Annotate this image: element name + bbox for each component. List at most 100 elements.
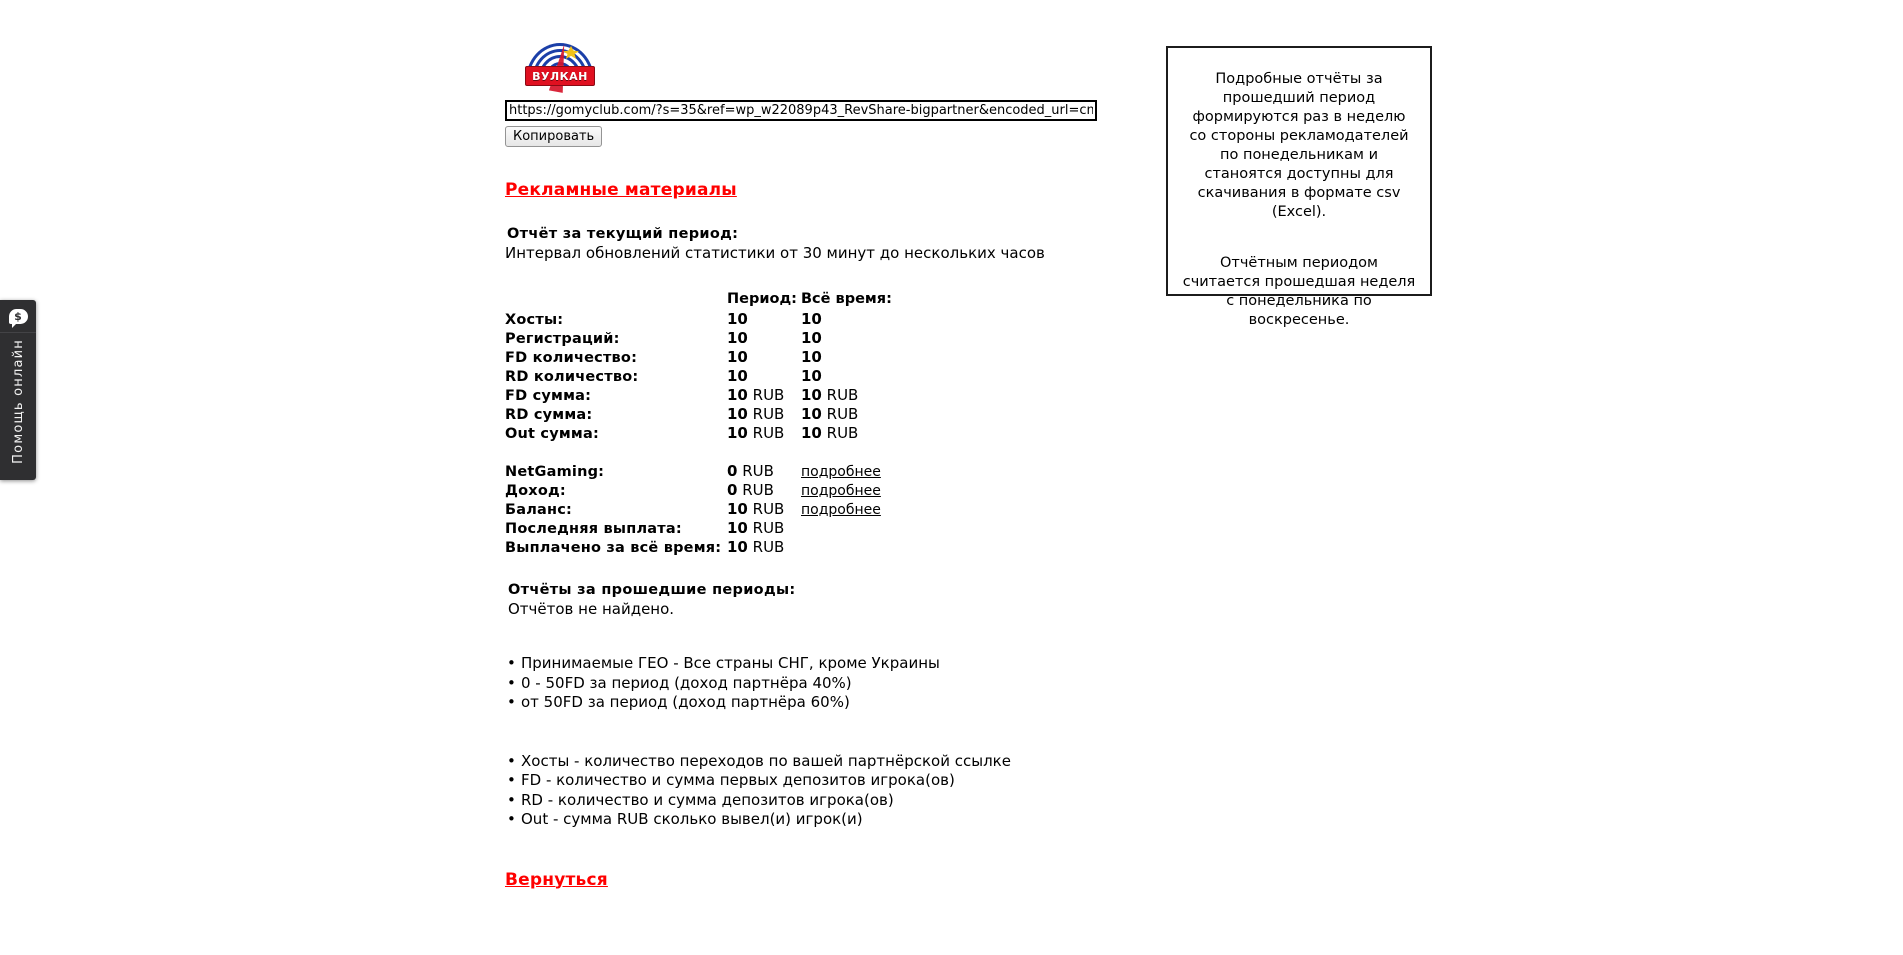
stat-period-cell: 10 RUB xyxy=(727,404,801,423)
detail-link[interactable]: подробнее xyxy=(801,502,881,518)
stat-label: Доход: xyxy=(505,483,566,499)
main-content: ВУЛКАН Копировать Рекламные материалы От… xyxy=(505,40,1105,890)
stat-currency: RUB xyxy=(752,519,785,537)
stat-total-cell: 10 RUB xyxy=(801,404,892,423)
stat-period-cell: 10 xyxy=(727,309,801,328)
table-row: FD сумма: 10 RUB 10 RUB xyxy=(505,385,892,404)
info-paragraph-1: Подробные отчёты за прошедший период фор… xyxy=(1189,71,1409,220)
glossary-list: Хосты - количество переходов по вашей па… xyxy=(505,752,1105,830)
table-spacer-row xyxy=(505,442,892,461)
vulkan-logo: ВУЛКАН xyxy=(523,40,597,96)
stat-label: FD количество: xyxy=(505,350,638,366)
table-row: Выплачено за всё время: 10 RUB xyxy=(505,537,892,556)
table-row: Регистраций: 10 10 xyxy=(505,328,892,347)
stat-value: 10 xyxy=(801,386,822,404)
stat-total-cell: 10 xyxy=(801,328,892,347)
geo-terms-list: Принимаемые ГЕО - Все страны СНГ, кроме … xyxy=(505,654,1105,713)
table-row: RD сумма: 10 RUB 10 RUB xyxy=(505,404,892,423)
stat-label: NetGaming: xyxy=(505,464,605,480)
stat-detail-cell: подробнее xyxy=(801,499,892,518)
stat-currency: RUB xyxy=(742,462,774,480)
stat-value: 10 xyxy=(727,500,748,518)
stat-value: 10 xyxy=(727,386,748,404)
stat-period-cell: 0 RUB xyxy=(727,480,801,499)
stats-table-body: Хосты: 10 10 Регистраций: 10 10 FD количество:… xyxy=(505,309,892,556)
stat-currency: RUB xyxy=(826,405,859,423)
chat-bubble-money-icon: $ xyxy=(8,308,28,328)
back-link[interactable]: Вернуться xyxy=(505,869,608,890)
chat-icon-cell[interactable]: $ xyxy=(0,300,36,333)
stat-value: 10 xyxy=(727,405,748,423)
logo-text: ВУЛКАН xyxy=(532,69,588,83)
list-item: Принимаемые ГЕО - Все страны СНГ, кроме … xyxy=(505,654,1105,674)
stat-currency: RUB xyxy=(826,424,859,442)
col-head-period: Период: xyxy=(727,291,797,307)
table-row: RD количество: 10 10 xyxy=(505,366,892,385)
stat-detail-cell xyxy=(801,518,892,537)
list-item: Out - сумма RUB сколько вывел(и) игрок(и… xyxy=(505,810,1105,830)
col-head-total: Всё время: xyxy=(801,291,892,307)
table-row: Баланс: 10 RUB подробнее xyxy=(505,499,892,518)
past-reports-empty: Отчётов не найдено. xyxy=(508,600,675,618)
stat-currency: RUB xyxy=(752,500,785,518)
stats-table: Период: Всё время: Хосты: 10 10 Регистраций… xyxy=(505,288,892,556)
stat-detail-cell: подробнее xyxy=(801,461,892,480)
list-item: от 50FD за период (доход партнёра 60%) xyxy=(505,693,1105,713)
stat-period-cell: 10 RUB xyxy=(727,518,801,537)
promo-materials-link[interactable]: Рекламные материалы xyxy=(505,180,737,200)
list-item: Хосты - количество переходов по вашей па… xyxy=(505,752,1105,772)
table-row: FD количество: 10 10 xyxy=(505,347,892,366)
stat-label: Хосты: xyxy=(505,312,564,328)
current-report-block: Отчёт за текущий период: Интервал обновл… xyxy=(505,226,1105,262)
logo-nameplate: ВУЛКАН xyxy=(525,66,595,86)
stat-total-cell: 10 xyxy=(801,309,892,328)
detail-link[interactable]: подробнее xyxy=(801,464,881,480)
stat-label: Баланс: xyxy=(505,502,573,518)
table-header-row: Период: Всё время: xyxy=(505,288,892,309)
detail-link[interactable]: подробнее xyxy=(801,483,881,499)
info-paragraph-2: Отчётным периодом считается прошедшая не… xyxy=(1182,255,1416,328)
table-row: Out сумма: 10 RUB 10 RUB xyxy=(505,423,892,442)
stat-total-cell: 10 RUB xyxy=(801,385,892,404)
copy-button[interactable]: Копировать xyxy=(505,126,603,147)
current-report-subtitle: Интервал обновлений статистики от 30 мин… xyxy=(505,244,1045,262)
stat-value: 10 xyxy=(801,405,822,423)
stat-period-cell: 10 xyxy=(727,347,801,366)
stat-value: 10 xyxy=(727,348,748,366)
stat-value: 10 xyxy=(801,367,822,385)
past-reports-title: Отчёты за прошедшие периоды: xyxy=(508,582,796,598)
stat-currency: RUB xyxy=(826,386,859,404)
stat-period-cell: 0 RUB xyxy=(727,461,801,480)
stat-value: 10 xyxy=(801,329,822,347)
list-item: RD - количество и сумма депозитов игрока… xyxy=(505,791,1105,811)
past-reports-block: Отчёты за прошедшие периоды: Отчётов не … xyxy=(505,582,1105,618)
stat-value: 10 xyxy=(727,367,748,385)
list-item: FD - количество и сумма первых депозитов… xyxy=(505,771,1105,791)
stat-period-cell: 10 RUB xyxy=(727,499,801,518)
stat-value: 0 xyxy=(727,462,738,480)
stat-label: RD количество: xyxy=(505,369,639,385)
stat-value: 10 xyxy=(727,329,748,347)
stat-currency: RUB xyxy=(752,538,785,556)
stat-total-cell: 10 RUB xyxy=(801,423,892,442)
info-tooltip-box: Подробные отчёты за прошедший период фор… xyxy=(1166,46,1432,328)
stat-value: 10 xyxy=(801,424,822,442)
stat-label: Регистраций: xyxy=(505,331,620,347)
stat-currency: RUB xyxy=(752,424,785,442)
stat-label: RD сумма: xyxy=(505,407,593,423)
help-chat-label: Помощь онлайн xyxy=(10,339,26,464)
help-chat-widget[interactable]: $ Помощь онлайн xyxy=(0,300,36,480)
col-head-label xyxy=(505,288,727,309)
stat-label: Последняя выплата: xyxy=(505,521,682,537)
stat-total-cell: 10 xyxy=(801,347,892,366)
referral-link-input[interactable] xyxy=(505,100,1097,121)
promo-materials-row: Рекламные материалы xyxy=(505,147,1105,200)
table-row: NetGaming: 0 RUB подробнее xyxy=(505,461,892,480)
money-glyph: $ xyxy=(14,309,22,323)
stat-value: 10 xyxy=(727,424,748,442)
back-link-row: Вернуться xyxy=(505,870,1105,890)
stat-value: 0 xyxy=(727,481,738,499)
stat-value: 10 xyxy=(801,348,822,366)
stat-label: Out сумма: xyxy=(505,426,599,442)
current-report-title: Отчёт за текущий период: xyxy=(507,226,739,242)
